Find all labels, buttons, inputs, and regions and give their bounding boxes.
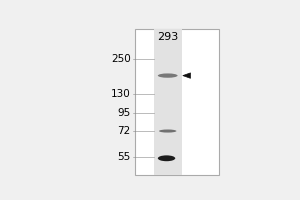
Ellipse shape [158,73,178,78]
Bar [135,29,219,175]
Text: 55: 55 [117,152,130,162]
Text: 250: 250 [111,54,130,64]
Polygon shape [183,73,190,78]
Text: 293: 293 [157,32,178,42]
Text: 130: 130 [111,89,130,99]
Ellipse shape [159,129,176,133]
Text: 72: 72 [117,126,130,136]
Text: 95: 95 [117,108,130,118]
Bar [154,29,182,175]
Ellipse shape [158,155,175,161]
